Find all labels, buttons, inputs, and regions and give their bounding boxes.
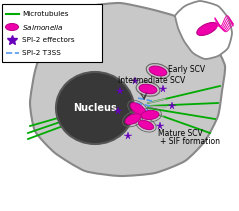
Ellipse shape bbox=[130, 103, 146, 115]
Ellipse shape bbox=[197, 23, 217, 35]
Text: SPI-2 T3SS: SPI-2 T3SS bbox=[22, 50, 61, 56]
Text: SPI-2 effectors: SPI-2 effectors bbox=[22, 37, 75, 43]
PathPatch shape bbox=[30, 3, 225, 176]
Ellipse shape bbox=[141, 110, 159, 120]
Ellipse shape bbox=[5, 23, 18, 31]
Text: $\it{Salmonella}$: $\it{Salmonella}$ bbox=[22, 23, 64, 31]
Text: Early SCV: Early SCV bbox=[168, 65, 205, 73]
Ellipse shape bbox=[138, 120, 154, 130]
Ellipse shape bbox=[56, 72, 134, 144]
Ellipse shape bbox=[149, 66, 167, 76]
Text: Microtubules: Microtubules bbox=[22, 11, 69, 17]
Ellipse shape bbox=[125, 114, 141, 124]
PathPatch shape bbox=[175, 1, 232, 59]
Text: Mature SCV: Mature SCV bbox=[158, 128, 203, 138]
FancyBboxPatch shape bbox=[2, 4, 102, 62]
Text: Intermediate SCV: Intermediate SCV bbox=[118, 76, 185, 84]
Ellipse shape bbox=[139, 84, 157, 94]
Text: + SIF formation: + SIF formation bbox=[160, 138, 220, 146]
Text: Nucleus: Nucleus bbox=[73, 103, 117, 113]
